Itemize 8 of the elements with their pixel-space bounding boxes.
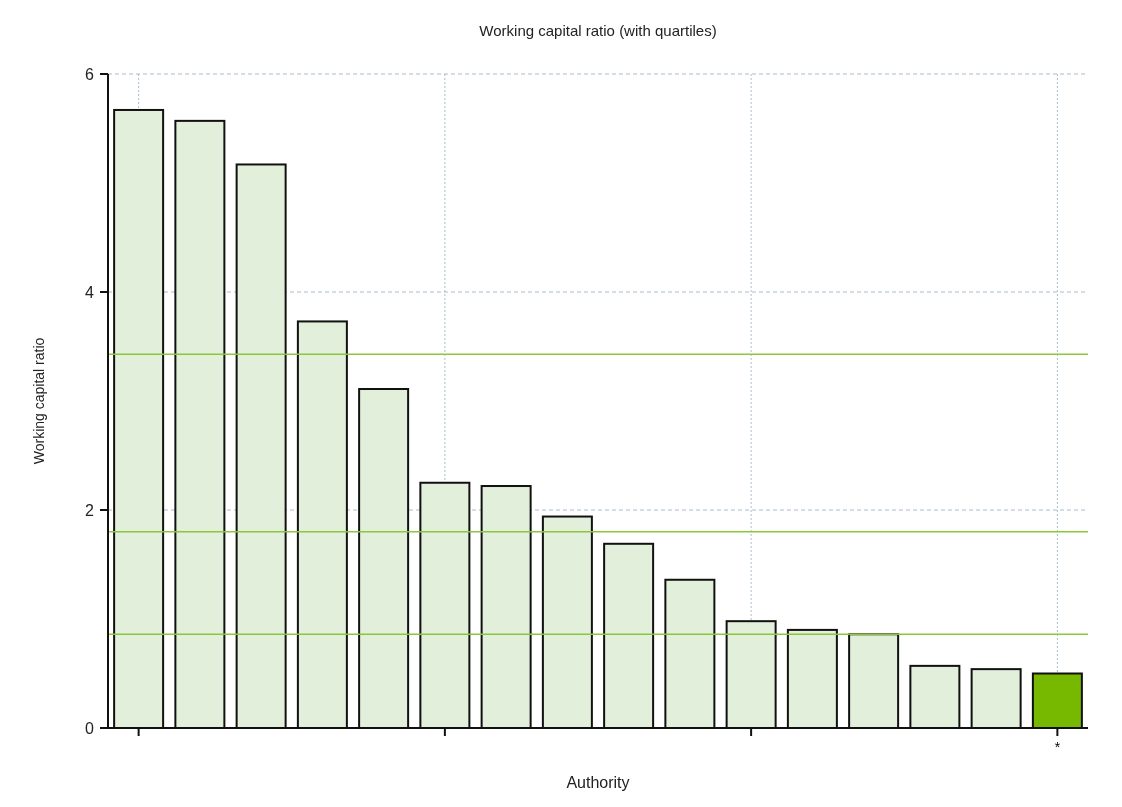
y-tick-label: 0 — [85, 719, 95, 737]
x-axis-title: Authority — [566, 774, 630, 791]
x-tick-label: * — [1054, 739, 1061, 755]
y-tick-label: 2 — [85, 501, 95, 519]
y-tick-label: 4 — [85, 283, 95, 301]
y-axis-title: Working capital ratio — [31, 337, 47, 465]
y-tick-label: 6 — [85, 65, 95, 83]
chart-title: Working capital ratio (with quartiles) — [479, 22, 717, 39]
